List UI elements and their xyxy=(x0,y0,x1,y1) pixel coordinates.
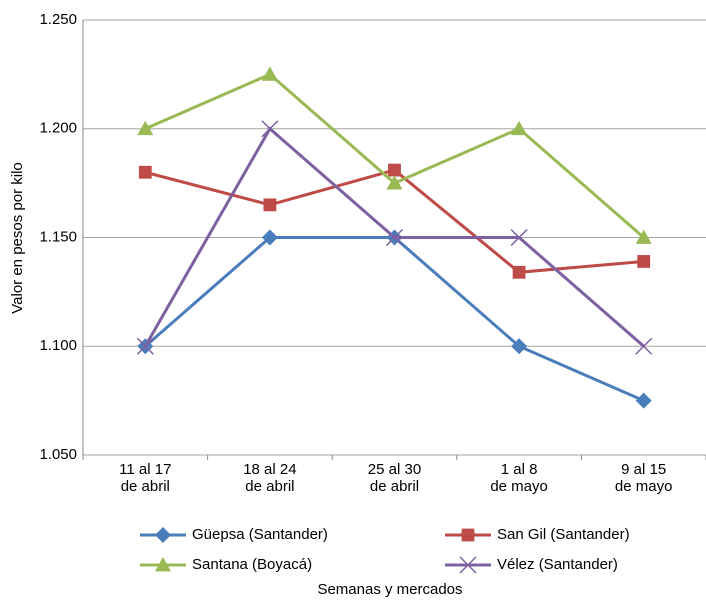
legend-label: Santana (Boyacá) xyxy=(192,556,312,573)
x-axis-title: Semanas y mercados xyxy=(317,581,462,598)
marker xyxy=(635,392,652,409)
marker xyxy=(512,265,526,279)
x-tick-label: 1 al 8 de mayo xyxy=(490,461,548,495)
legend-label: San Gil (Santander) xyxy=(497,526,630,543)
y-tick-label: 1.250 xyxy=(39,11,77,28)
marker xyxy=(461,528,475,542)
legend-label: Güepsa (Santander) xyxy=(192,526,328,543)
marker xyxy=(386,175,403,190)
marker xyxy=(155,527,171,543)
marker xyxy=(385,228,404,247)
marker xyxy=(388,163,401,177)
x-tick-label: 18 al 24 de abril xyxy=(243,461,297,495)
y-tick-label: 1.150 xyxy=(39,228,77,245)
x-tick-label: 9 al 15 de mayo xyxy=(614,461,673,495)
marker xyxy=(511,338,528,355)
y-tick-label: 1.200 xyxy=(39,120,77,137)
y-tick-label: 1.050 xyxy=(39,446,77,463)
marker xyxy=(155,557,171,572)
series-line xyxy=(144,236,645,402)
marker xyxy=(137,120,154,136)
marker xyxy=(637,255,651,268)
marker xyxy=(263,198,277,212)
marker xyxy=(138,165,152,179)
y-axis-title: Valor en pesos por kilo xyxy=(9,162,26,313)
x-tick-label: 25 al 30 de abril xyxy=(367,461,422,495)
marker xyxy=(510,228,528,247)
marker xyxy=(459,556,477,574)
legend-label: Vélez (Santander) xyxy=(497,556,618,573)
marker xyxy=(261,120,279,138)
marker xyxy=(635,337,653,355)
marker xyxy=(635,229,652,244)
marker xyxy=(136,337,154,355)
marker xyxy=(261,66,278,81)
y-tick-label: 1.100 xyxy=(39,337,77,354)
marker xyxy=(511,120,528,136)
x-tick-label: 11 al 17 de abril xyxy=(119,461,172,495)
marker xyxy=(261,229,278,246)
